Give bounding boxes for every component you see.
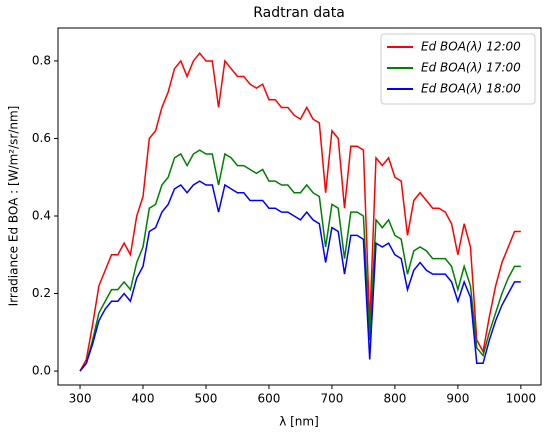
x-tick-label: 700: [320, 392, 343, 406]
y-tick-label: 0.8: [32, 53, 51, 67]
series-line: [79, 149, 521, 372]
y-axis-label: Irradiance Ed BOA : [W/m²/sr/nm]: [7, 106, 21, 307]
x-tick-label: 400: [132, 392, 155, 406]
legend-label: Ed BOA(λ) 18:00: [421, 82, 521, 96]
x-tick-label: 500: [195, 392, 218, 406]
x-axis-label: λ [nm]: [279, 415, 319, 429]
y-tick-label: 0.6: [32, 131, 51, 145]
y-tick-label: 0.4: [32, 208, 51, 222]
x-tick-label: 800: [383, 392, 406, 406]
legend-label: Ed BOA(λ) 17:00: [421, 61, 521, 75]
x-tick-label: 300: [69, 392, 92, 406]
series-line: [79, 52, 521, 372]
legend-label: Ed BOA(λ) 12:00: [421, 40, 521, 54]
y-tick-label: 0.2: [32, 286, 51, 300]
plot-frame: [57, 27, 542, 386]
x-tick-label: 900: [446, 392, 469, 406]
legend-box: [380, 33, 536, 105]
y-tick-label: 0.0: [32, 364, 51, 378]
series-line: [79, 180, 521, 372]
x-tick-label: 1000: [506, 392, 537, 406]
chart-title: Radtran data: [253, 5, 345, 21]
x-tick-label: 600: [258, 392, 281, 406]
